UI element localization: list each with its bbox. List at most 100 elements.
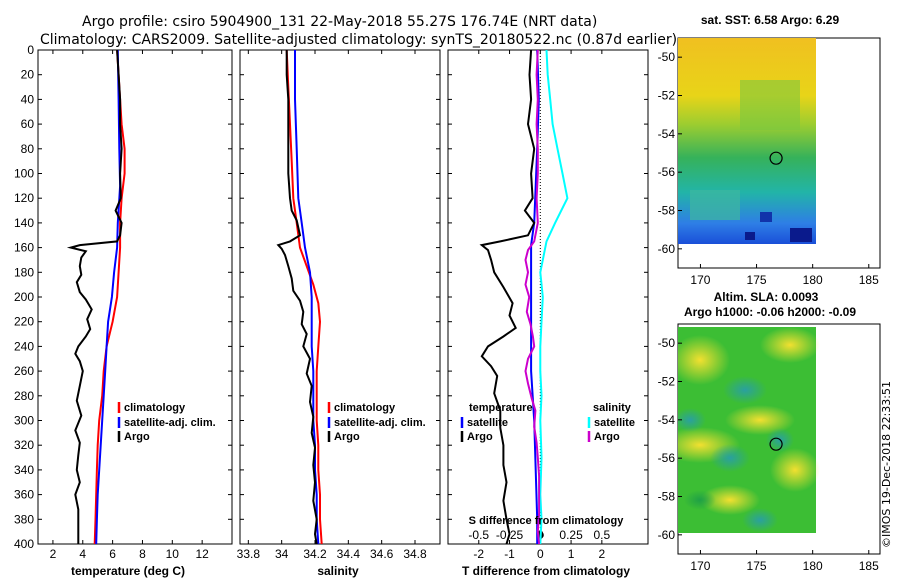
figure-title-line1: Argo profile: csiro 5904900_131 22-May-2…: [82, 14, 597, 30]
series-line-s-argo: [524, 50, 541, 544]
sst-dark-patch-2: [760, 212, 772, 222]
legend-label-s-satellite: satellite: [594, 417, 635, 429]
map-y-tick-label: -50: [658, 50, 676, 64]
series-line-satellite-adj-clim-: [294, 50, 320, 544]
temperature-x-axis: 2 4 6 8 10 12: [50, 50, 209, 561]
depth-tick-label: 180: [14, 265, 34, 279]
sla-high-blob: [770, 448, 820, 492]
sst-argo-position-marker: [769, 151, 783, 165]
series-line-argo: [276, 50, 318, 544]
sla-high-blob: [678, 335, 730, 385]
depth-tick-label: 40: [21, 92, 35, 106]
map-x-tick-label: 185: [859, 273, 879, 287]
difference-series: [479, 50, 569, 544]
x-tick-label: 2: [599, 547, 606, 561]
sla-map-subtitle: Argo h1000: -0.06 h2000: -0.09: [684, 305, 856, 319]
sst-map-title: sat. SST: 6.58 Argo: 6.29: [701, 13, 840, 27]
sst-warm-patch: [740, 80, 800, 130]
legend-label-s-argo: Argo: [594, 431, 620, 443]
x-tick-label: 2: [50, 547, 57, 561]
s-difference-axis-label: S difference from climatology: [469, 515, 625, 527]
map-x-tick-label: 175: [747, 273, 767, 287]
depth-tick-label: 200: [14, 290, 34, 304]
sla-map-field: [678, 327, 820, 533]
temperature-series: [66, 50, 126, 544]
map-y-tick-label: -58: [658, 204, 676, 218]
x-tick-label: 34.6: [370, 547, 394, 561]
sla-low-blob: [742, 508, 778, 532]
map-y-tick-label: -52: [658, 89, 676, 103]
salinity-series: [276, 50, 323, 544]
legend-heading-temperature: temperature: [469, 402, 533, 414]
x-tick-label: 34: [275, 547, 289, 561]
map-y-tick-label: -60: [658, 528, 676, 542]
x-tick-label: -1: [504, 547, 515, 561]
legend-label-argo: Argo: [124, 431, 150, 443]
depth-tick-label: 160: [14, 241, 34, 255]
series-line-s-satellite: [539, 50, 569, 544]
sst-dark-patch: [790, 228, 812, 242]
salinity-axis-label: salinity: [317, 564, 359, 578]
x-tick-label: 34.8: [403, 547, 427, 561]
salinity-x-axis: 33.8 34 34.2 34.4 34.6 34.8: [237, 50, 427, 561]
difference-axis-label: T difference from climatology: [462, 564, 630, 578]
s-tick-label: 0.25: [559, 528, 583, 542]
depth-tick-label: 360: [14, 488, 34, 502]
depth-tick-label: 380: [14, 512, 34, 526]
map-x-tick-label: 170: [690, 273, 710, 287]
x-tick-label: 34.2: [303, 547, 327, 561]
x-tick-label: 12: [195, 547, 209, 561]
depth-tick-label: 0: [27, 43, 34, 57]
sla-map-axes: 170 175 180 185 -50 -52 -54 -56 -58 -60: [658, 336, 879, 573]
depth-tick-label: 140: [14, 216, 34, 230]
depth-axis: 0 20 40 60 80 100 120 140 160 180 200 220 240 260 280 3…: [14, 43, 648, 551]
sla-map-title: Altim. SLA: 0.0093: [714, 290, 819, 304]
depth-tick-label: 340: [14, 463, 34, 477]
temperature-plot-area: [37, 49, 233, 545]
x-tick-label: 8: [139, 547, 146, 561]
legend-label-argo: Argo: [334, 431, 360, 443]
depth-tick-label: 280: [14, 389, 34, 403]
x-tick-label: 34.4: [337, 547, 361, 561]
sst-dark-patch-3: [745, 232, 755, 240]
depth-tick-label: 240: [14, 339, 34, 353]
sla-low-blob: [684, 490, 716, 510]
sla-high-blob: [760, 327, 820, 363]
legend-label-satellite: satellite-adj. clim.: [334, 417, 426, 429]
depth-tick-label: 20: [21, 68, 35, 82]
x-tick-label: 1: [568, 547, 575, 561]
depth-tick-label: 80: [21, 142, 35, 156]
sla-low-blob: [710, 444, 750, 472]
legend-label-satellite: satellite-adj. clim.: [124, 417, 216, 429]
depth-tick-label: 220: [14, 315, 34, 329]
imos-timestamp: ©IMOS 19-Dec-2018 22:33:51: [880, 381, 893, 548]
depth-tick-label: 120: [14, 191, 34, 205]
salinity-plot-area: [239, 49, 441, 545]
difference-plot-area: [447, 49, 649, 545]
x-tick-label: 10: [166, 547, 180, 561]
sst-teal-patch: [690, 190, 740, 220]
legend-heading-salinity: salinity: [593, 402, 632, 414]
map-x-tick-label: 185: [859, 559, 879, 573]
legend-label-climatology: climatology: [124, 402, 186, 414]
sla-low-blob: [723, 376, 767, 404]
map-x-tick-label: 175: [747, 559, 767, 573]
depth-tick-label: 60: [21, 117, 35, 131]
depth-tick-label: 100: [14, 167, 34, 181]
depth-tick-label: 320: [14, 438, 34, 452]
series-line-t-argo: [479, 50, 536, 544]
sla-argo-position-marker: [769, 437, 783, 451]
sst-map-field: [678, 38, 816, 244]
x-tick-label: 6: [109, 547, 116, 561]
x-tick-label: 4: [79, 547, 86, 561]
series-line-argo: [66, 50, 123, 544]
map-y-tick-label: -54: [658, 127, 676, 141]
s-tick-label: 0.5: [594, 528, 611, 542]
s-tick-label: -0.5: [468, 528, 489, 542]
x-tick-label: 33.8: [237, 547, 261, 561]
legend-label-climatology: climatology: [334, 402, 396, 414]
map-x-tick-label: 180: [803, 559, 823, 573]
map-y-tick-label: -52: [658, 375, 676, 389]
map-y-tick-label: -56: [658, 165, 676, 179]
